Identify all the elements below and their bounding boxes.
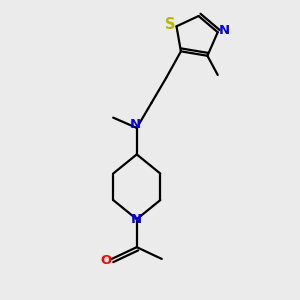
Text: N: N	[219, 24, 230, 37]
Text: S: S	[165, 17, 175, 32]
Text: N: N	[131, 213, 142, 226]
Text: O: O	[101, 254, 112, 267]
Text: N: N	[130, 118, 141, 131]
